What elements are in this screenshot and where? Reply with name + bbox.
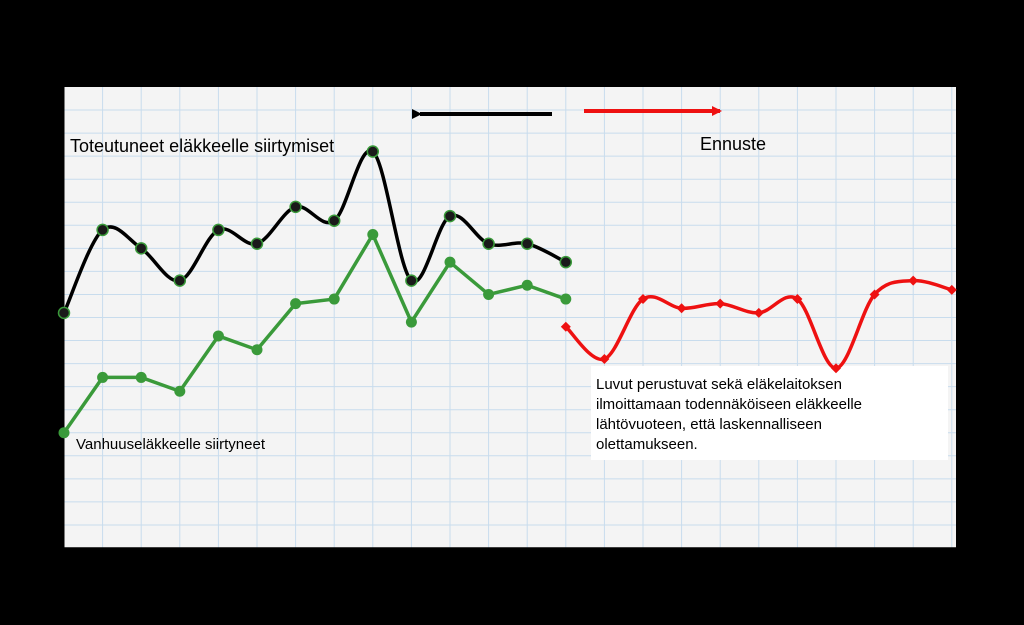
data-point (405, 316, 417, 328)
forecast-label: Ennuste (700, 134, 766, 154)
note-line-3: lähtövuoteen, että laskennalliseen (596, 416, 822, 433)
data-point (289, 200, 302, 214)
note-line-4: olettamukseen. (596, 436, 698, 453)
data-point (676, 303, 687, 314)
series-3 (560, 275, 957, 374)
data-point (482, 237, 495, 250)
data-point (560, 293, 572, 305)
data-point (366, 145, 380, 158)
data-point (212, 223, 225, 237)
data-point (290, 298, 302, 310)
data-point (58, 427, 70, 439)
data-point (174, 385, 186, 397)
data-point (831, 363, 841, 374)
note-box (591, 366, 948, 460)
data-point (443, 209, 457, 223)
data-point (869, 289, 880, 300)
data-point (134, 242, 148, 255)
series-layer (57, 145, 957, 439)
data-point (57, 306, 71, 320)
data-point (715, 298, 726, 309)
series-2 (58, 229, 572, 439)
data-point (97, 371, 109, 383)
x-axis-ticks (102, 548, 953, 554)
data-point (599, 353, 610, 364)
data-point (521, 279, 533, 291)
data-point (327, 214, 341, 227)
data-point (559, 255, 573, 269)
data-point (367, 229, 379, 241)
old-age-series-label: Vanhuuseläkkeelle siirtyneet (76, 436, 266, 453)
data-point (96, 223, 109, 237)
series-1 (57, 145, 573, 320)
data-point (444, 256, 456, 268)
data-point (212, 330, 224, 342)
data-point (405, 274, 418, 287)
data-point (638, 294, 648, 305)
data-point (483, 288, 495, 300)
series-line (62, 232, 568, 435)
note-line-1: Luvut perustuvat sekä eläkelaitoksen (596, 376, 842, 393)
data-point (173, 274, 187, 287)
data-point (520, 237, 534, 250)
data-point (908, 275, 919, 286)
realized-series-label: Toteutuneet eläkkeelle siirtymiset (70, 136, 334, 156)
note-line-2: ilmoittamaan todennäköiseen eläkkeelle (596, 396, 862, 413)
data-point (328, 293, 340, 305)
data-point (135, 371, 147, 383)
grid-lines (59, 87, 956, 548)
data-point (250, 237, 264, 250)
data-point (560, 321, 571, 332)
data-point (251, 344, 263, 356)
data-point (753, 307, 764, 318)
data-point (946, 284, 957, 295)
data-point (792, 294, 803, 305)
